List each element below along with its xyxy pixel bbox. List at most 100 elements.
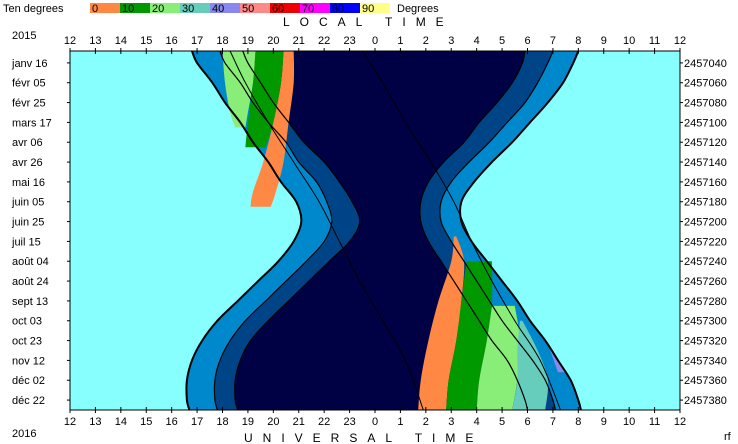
left-tick-label-15: nov 12 xyxy=(12,355,45,367)
transit-line-0 xyxy=(229,51,424,410)
top-tick-label-21: 9 xyxy=(601,35,607,47)
left-tick-label-13: oct 03 xyxy=(12,316,42,328)
top-year-label: 2015 xyxy=(12,30,36,42)
legend-swatch-6 xyxy=(270,3,300,13)
right-tick-label-10: 2457240 xyxy=(684,256,727,268)
legend-label-5: 50 xyxy=(242,3,254,15)
bottom-tick-label-1: 13 xyxy=(89,416,101,428)
legend-swatch-5 xyxy=(240,3,270,13)
legend-label-1: 10 xyxy=(122,3,134,15)
right-tick-label-1: 2457060 xyxy=(684,78,727,90)
legend-label-0: 0 xyxy=(92,3,98,15)
right-tick-label-12: 2457280 xyxy=(684,296,727,308)
bottom-tick-label-18: 6 xyxy=(524,416,530,428)
left-tick-label-16: déc 02 xyxy=(12,375,45,387)
bottom-tick-label-16: 4 xyxy=(474,416,480,428)
left-tick-label-10: août 04 xyxy=(12,256,49,268)
legend-swatch-3 xyxy=(180,3,210,13)
right-tick-label-8: 2457200 xyxy=(684,217,727,229)
top-tick-label-14: 2 xyxy=(423,35,429,47)
top-tick-label-6: 18 xyxy=(216,35,228,47)
plot-layers xyxy=(70,51,680,410)
twilight-curve-4 xyxy=(439,51,557,410)
legend-swatch-0 xyxy=(90,3,120,13)
bottom-tick-label-5: 17 xyxy=(191,416,203,428)
right-tick-label-16: 2457360 xyxy=(684,375,727,387)
twilight-curve-1 xyxy=(213,51,333,410)
legend: Ten degrees 0 10 20 30 40 50 60 70 80 90 Degrees xyxy=(3,3,439,15)
top-tick-label-15: 3 xyxy=(448,35,454,47)
left-tick-label-14: oct 23 xyxy=(12,336,42,348)
bottom-tick-label-15: 3 xyxy=(448,416,454,428)
legend-swatch-8 xyxy=(330,3,360,13)
bottom-tick-label-0: 12 xyxy=(64,416,76,428)
bottom-tick-label-20: 8 xyxy=(575,416,581,428)
top-tick-label-20: 8 xyxy=(575,35,581,47)
right-tick-label-17: 2457380 xyxy=(684,395,727,407)
plot-area xyxy=(70,51,680,410)
top-tick-label-13: 1 xyxy=(397,35,403,47)
right-tick-label-0: 2457040 xyxy=(684,58,727,70)
legend-label-3: 30 xyxy=(182,3,194,15)
top-tick-label-24: 12 xyxy=(674,35,686,47)
top-tick-label-11: 23 xyxy=(343,35,355,47)
bottom-tick-label-19: 7 xyxy=(550,416,556,428)
legend-right-label: Degrees xyxy=(397,3,439,15)
top-tick-label-5: 17 xyxy=(191,35,203,47)
left-tick-label-1: févr 05 xyxy=(12,78,46,90)
left-tick-label-6: mai 16 xyxy=(12,177,45,189)
top-tick-label-12: 0 xyxy=(372,35,378,47)
right-tick-label-15: 2457340 xyxy=(684,355,727,367)
legend-label-8: 80 xyxy=(332,3,344,15)
bottom-tick-label-3: 15 xyxy=(140,416,152,428)
legend-swatch-2 xyxy=(150,3,180,13)
top-tick-label-16: 4 xyxy=(474,35,480,47)
twilight-curve-5 xyxy=(458,51,582,410)
right-tick-label-9: 2457220 xyxy=(684,236,727,248)
right-tick-label-3: 2457100 xyxy=(684,117,727,129)
right-tick-label-4: 2457120 xyxy=(684,137,727,149)
top-tick-label-2: 14 xyxy=(115,35,127,47)
right-tick-label-6: 2457160 xyxy=(684,177,727,189)
axes: 1212131314141515161617171818191920202121… xyxy=(11,35,727,428)
altitude-band-6 xyxy=(512,320,549,410)
left-tick-label-2: févr 25 xyxy=(12,98,46,110)
twilight-curve-0 xyxy=(185,51,303,410)
top-tick-label-7: 19 xyxy=(242,35,254,47)
bottom-year-label: 2016 xyxy=(12,428,36,440)
bottom-tick-label-14: 2 xyxy=(423,416,429,428)
legend-swatch-1 xyxy=(120,3,150,13)
bottom-tick-label-13: 1 xyxy=(397,416,403,428)
right-tick-label-14: 2457320 xyxy=(684,336,727,348)
bottom-tick-label-8: 20 xyxy=(267,416,279,428)
left-tick-label-4: avr 06 xyxy=(12,137,43,149)
legend-label-2: 20 xyxy=(152,3,164,15)
top-tick-label-18: 6 xyxy=(524,35,530,47)
top-tick-label-4: 16 xyxy=(166,35,178,47)
top-axis-title: LOCAL TIME xyxy=(283,15,454,29)
legend-label-9: 90 xyxy=(362,3,374,15)
legend-label-6: 60 xyxy=(272,3,284,15)
top-tick-label-9: 21 xyxy=(293,35,305,47)
legend-swatch-4 xyxy=(210,3,240,13)
right-tick-label-5: 2457140 xyxy=(684,157,727,169)
twilight-curve-2 xyxy=(234,51,361,410)
altitude-band-4 xyxy=(446,261,493,410)
legend-swatch-7 xyxy=(300,3,330,13)
left-tick-label-9: juil 15 xyxy=(11,236,41,248)
bottom-tick-label-2: 14 xyxy=(115,416,127,428)
right-tick-label-2: 2457080 xyxy=(684,98,727,110)
bottom-tick-label-4: 16 xyxy=(166,416,178,428)
legend-label-4: 40 xyxy=(212,3,224,15)
bottom-tick-label-12: 0 xyxy=(372,416,378,428)
left-tick-label-17: déc 22 xyxy=(12,395,45,407)
altitude-band-5 xyxy=(476,305,520,410)
bottom-tick-label-17: 5 xyxy=(499,416,505,428)
left-tick-label-5: avr 26 xyxy=(12,157,43,169)
legend-swatches: 0 10 20 30 40 50 60 70 80 90 xyxy=(90,3,390,15)
bottom-tick-label-9: 21 xyxy=(293,416,305,428)
right-tick-label-13: 2457300 xyxy=(684,316,727,328)
bottom-axis-title: UNIVERSAL TIME xyxy=(244,431,483,444)
bottom-tick-label-23: 11 xyxy=(649,416,660,428)
corner-label: rf xyxy=(724,431,732,443)
